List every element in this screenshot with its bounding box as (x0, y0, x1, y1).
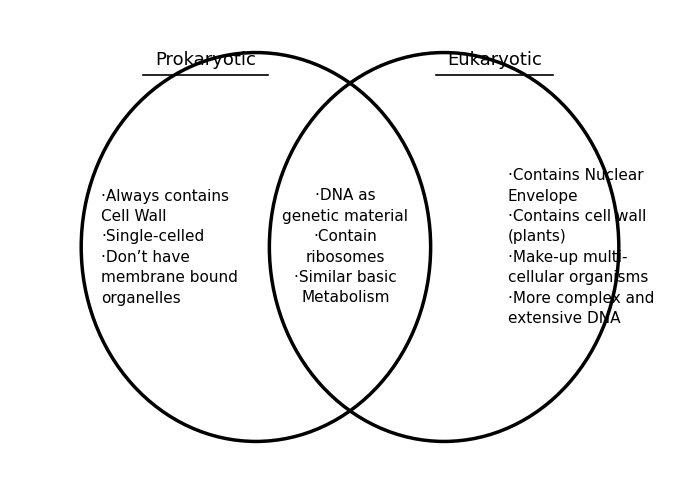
Text: Eukaryotic: Eukaryotic (447, 51, 542, 69)
Text: Prokaryotic: Prokaryotic (155, 51, 256, 69)
Text: ·Always contains
Cell Wall
·Single-celled
·Don’t have
membrane bound
organelles: ·Always contains Cell Wall ·Single-celle… (102, 189, 238, 305)
Text: ·DNA as
genetic material
·Contain
ribosomes
·Similar basic
Metabolism: ·DNA as genetic material ·Contain riboso… (282, 189, 408, 305)
Text: ·Contains Nuclear
Envelope
·Contains cell wall
(plants)
·Make-up multi-
cellular: ·Contains Nuclear Envelope ·Contains cel… (508, 168, 654, 326)
